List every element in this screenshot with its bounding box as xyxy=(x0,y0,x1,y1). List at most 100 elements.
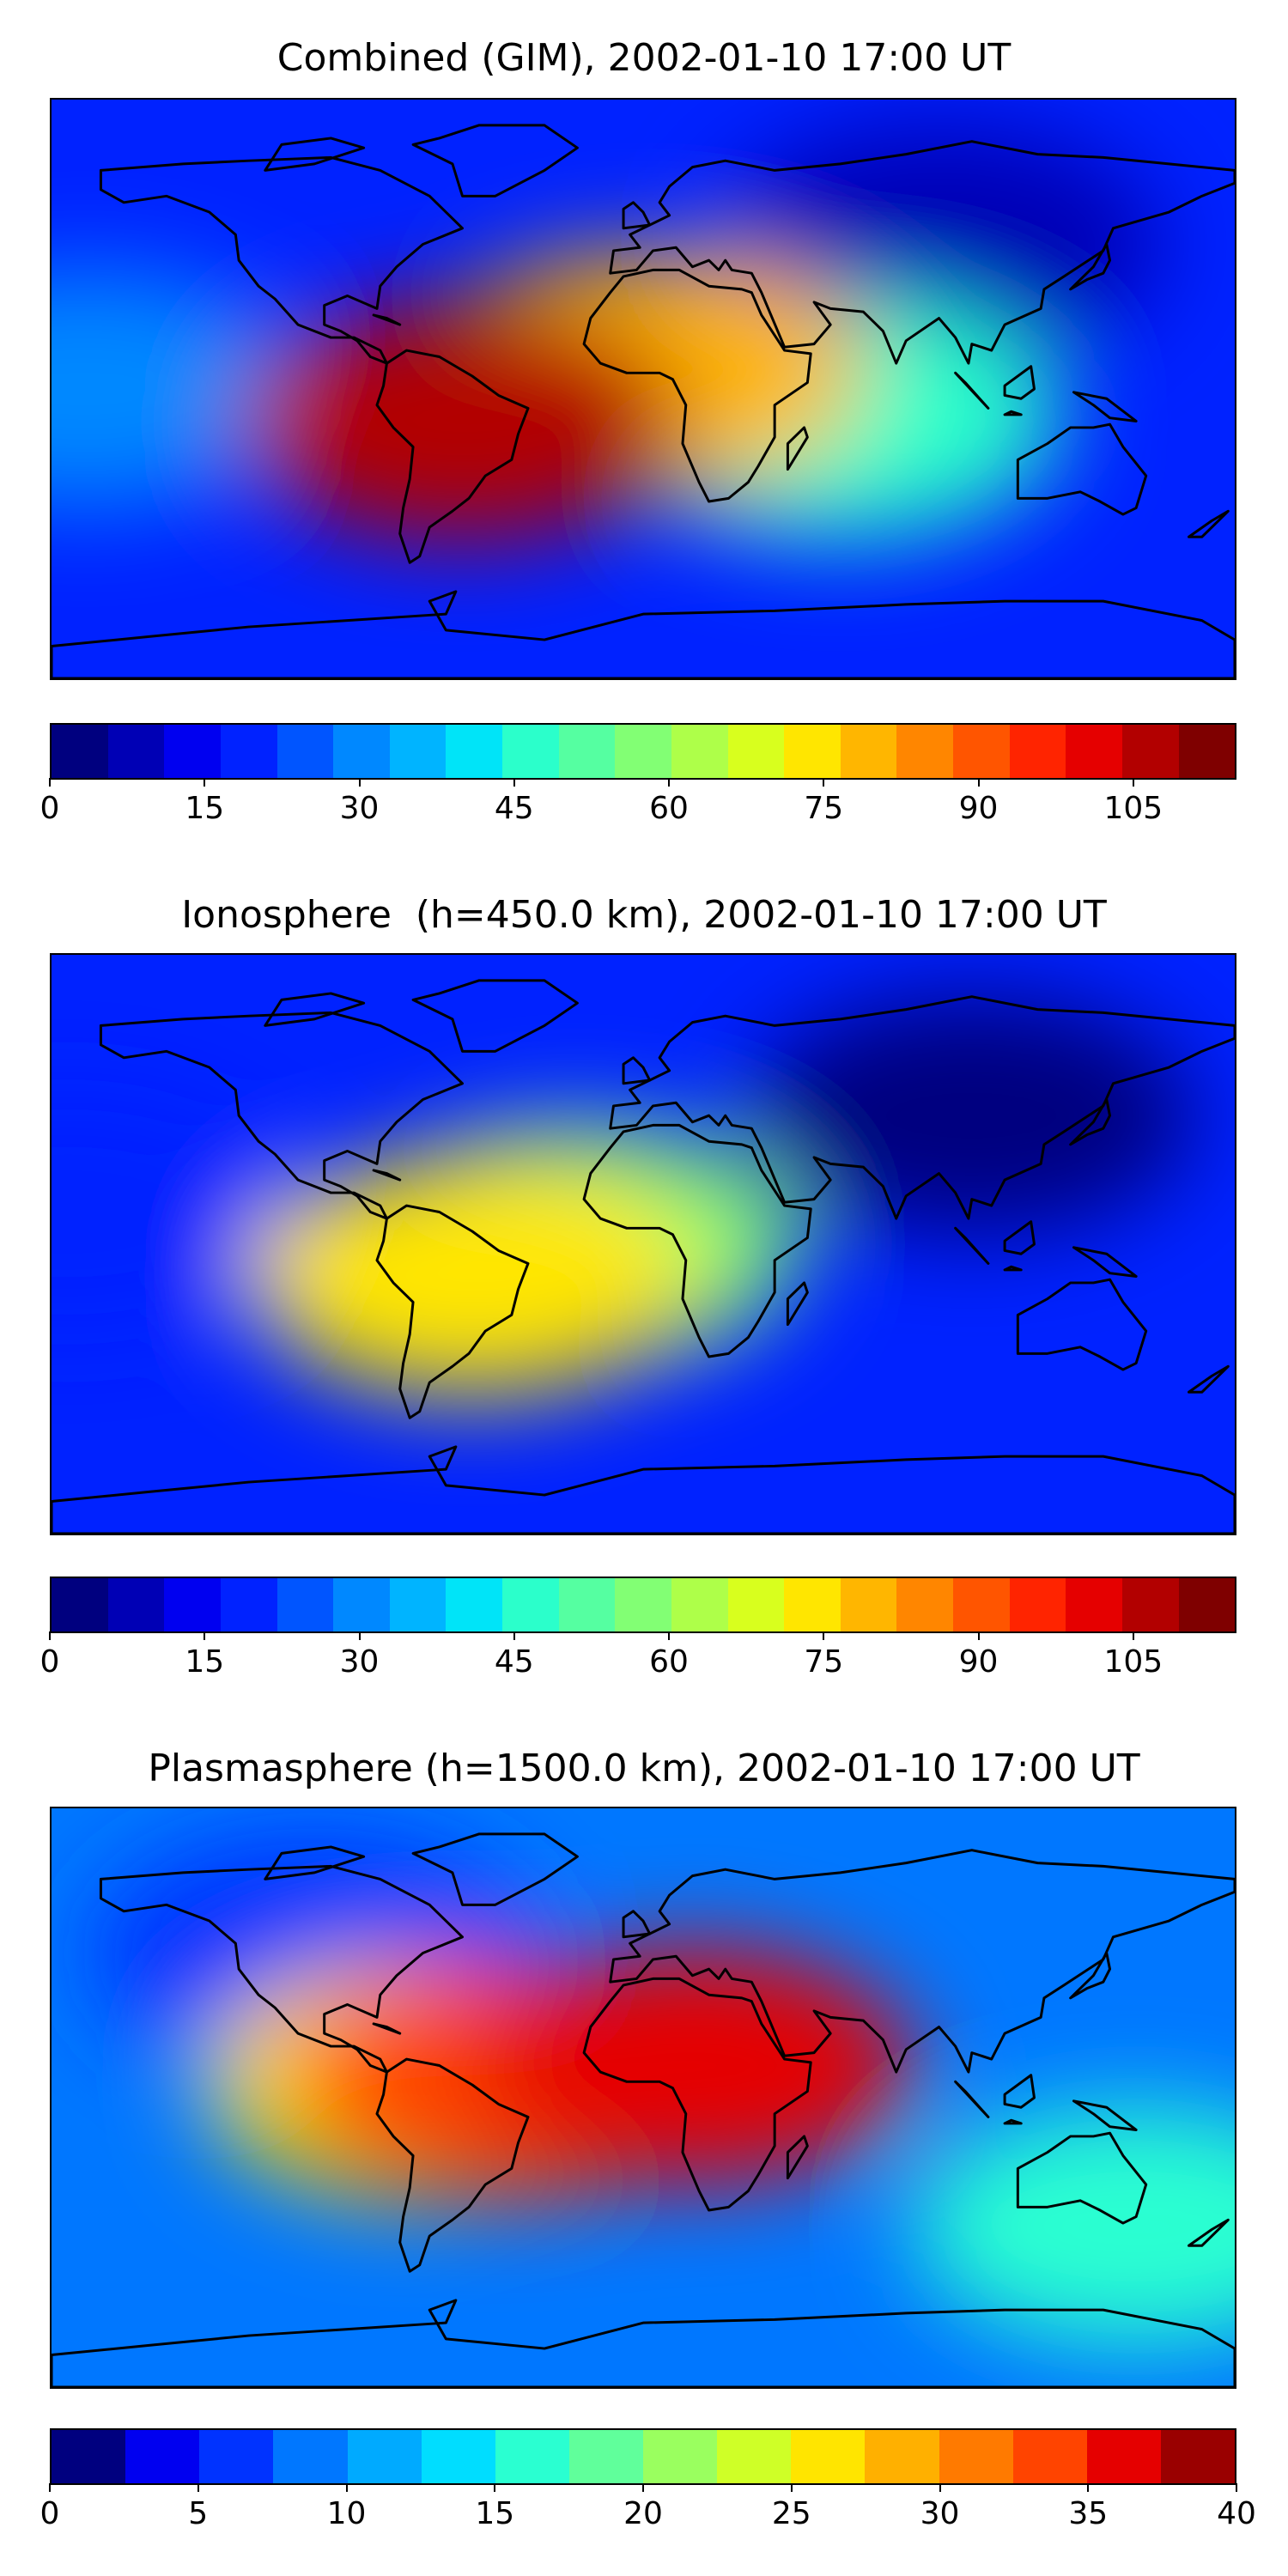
colorbar-segment xyxy=(1178,1578,1236,1631)
coastline xyxy=(954,1226,990,1265)
colorbar-tick xyxy=(49,1631,51,1640)
colorbar-tick-label: 40 xyxy=(1217,2496,1256,2531)
coastline xyxy=(1003,1220,1036,1255)
colorbar-tick xyxy=(204,778,206,787)
coastline xyxy=(52,1445,1235,1534)
map-plot-plasmasphere xyxy=(50,1807,1236,2389)
coastline xyxy=(411,1832,579,1906)
colorbar-tick xyxy=(345,2483,348,2492)
colorbar-segment xyxy=(953,725,1010,778)
colorbar-tick xyxy=(977,778,980,787)
tec-region xyxy=(52,269,307,509)
colorbar-segment xyxy=(784,1578,841,1631)
coastlines xyxy=(52,1832,1235,2387)
colorbar-tick-label: 75 xyxy=(804,791,844,826)
coastline xyxy=(375,349,530,564)
coastline xyxy=(1003,1265,1023,1272)
colorbar-segment xyxy=(1012,2430,1087,2483)
coastline xyxy=(786,2135,809,2180)
coastline xyxy=(1003,410,1023,416)
coastline xyxy=(609,1849,1235,2074)
colorbar-tick-label: 0 xyxy=(39,1644,60,1680)
colorbar-tick xyxy=(823,778,825,787)
colorbar-segment xyxy=(1066,1578,1122,1631)
coastline xyxy=(1016,2131,1148,2225)
colorbar-tick xyxy=(823,1631,825,1640)
coastline xyxy=(1187,2218,1230,2247)
colorbar-tick xyxy=(197,2483,199,2492)
colorbar-segment xyxy=(220,1578,277,1631)
colorbar-segment xyxy=(389,725,447,778)
coastline xyxy=(372,1169,402,1182)
colorbar-tick-label: 30 xyxy=(339,791,380,826)
colorbar-tick-label: 25 xyxy=(771,2496,811,2531)
tec-region xyxy=(749,996,1195,1236)
colorbar-tick-label: 105 xyxy=(1103,1644,1163,1680)
coastline xyxy=(954,2080,990,2118)
colorbar-ticks-ionosphere: 0 15 30 45 60 75 90 105 xyxy=(40,1631,1236,1683)
colorbar-segment xyxy=(125,2430,200,2483)
tec-region xyxy=(249,1157,696,1396)
colorbar-segment xyxy=(52,1578,108,1631)
tec-region xyxy=(240,301,685,541)
colorbar-segment xyxy=(865,2430,939,2483)
colorbar-tick xyxy=(358,778,361,787)
colorbar-segment xyxy=(107,1578,165,1631)
coastline xyxy=(622,201,652,230)
colorbar-segment xyxy=(1121,725,1179,778)
coastline xyxy=(1069,1952,1112,2000)
colorbar-segment xyxy=(1066,725,1122,778)
tec-region xyxy=(52,1092,291,1332)
colorbar-tick xyxy=(1236,2483,1237,2492)
colorbar-segment xyxy=(1009,725,1066,778)
colorbar-tick xyxy=(790,2483,793,2492)
coastline xyxy=(1072,391,1138,422)
colorbar-segment xyxy=(1009,1578,1066,1631)
tec-region xyxy=(470,1946,915,2185)
map-svg-combined xyxy=(52,100,1235,678)
coastline xyxy=(609,995,1235,1220)
colorbar-tick xyxy=(1132,1631,1134,1640)
colorbar-tick xyxy=(513,1631,515,1640)
colorbar-tick xyxy=(49,2483,51,2492)
colorbar-tick-label: 5 xyxy=(188,2496,209,2531)
coastline xyxy=(52,590,1235,678)
coastline xyxy=(609,140,1235,365)
coastline xyxy=(1072,1246,1138,1278)
colorbar-segment xyxy=(502,1578,559,1631)
coastline xyxy=(99,1864,465,2074)
colorbar-tick-label: 15 xyxy=(185,791,225,826)
colorbar-tick-label: 35 xyxy=(1068,2496,1109,2531)
colorbar-ticks-combined: 0 15 30 45 60 75 90 105 xyxy=(40,778,1236,829)
coastline xyxy=(1003,365,1036,400)
coastline xyxy=(99,155,465,365)
colorbar-tick-label: 10 xyxy=(326,2496,367,2531)
colorbar-segment xyxy=(953,1578,1010,1631)
colorbar-tick-label: 90 xyxy=(958,1644,999,1680)
colorbar-segment xyxy=(568,2430,643,2483)
colorbar-segment xyxy=(1160,2430,1235,2483)
colorbar-segment xyxy=(446,1578,502,1631)
colorbar-tick xyxy=(204,1631,206,1640)
colorbar-tick-label: 45 xyxy=(494,791,534,826)
colorbar-segment xyxy=(333,725,390,778)
colorbar-segment xyxy=(446,725,502,778)
coastline xyxy=(1003,2074,1036,2109)
colorbar-segment xyxy=(840,725,897,778)
colorbar-tick xyxy=(939,2483,941,2492)
map-svg-plasmasphere xyxy=(52,1808,1235,2387)
colorbar-tick-label: 15 xyxy=(475,2496,515,2531)
colorbar-segment xyxy=(389,1578,447,1631)
colorbar-segment xyxy=(52,725,108,778)
colorbar-segment xyxy=(1086,2430,1161,2483)
colorbar-segment xyxy=(939,2430,1013,2483)
colorbar-segment xyxy=(1178,725,1236,778)
coastline xyxy=(372,313,402,326)
colorbar-tick-label: 0 xyxy=(39,791,60,826)
colorbar-tick xyxy=(668,1631,671,1640)
colorbar-combined xyxy=(50,723,1236,780)
colorbar-tick xyxy=(668,778,671,787)
coastline xyxy=(582,268,812,503)
colorbar-segment xyxy=(347,2430,422,2483)
colorbar-plasmasphere xyxy=(50,2428,1236,2485)
